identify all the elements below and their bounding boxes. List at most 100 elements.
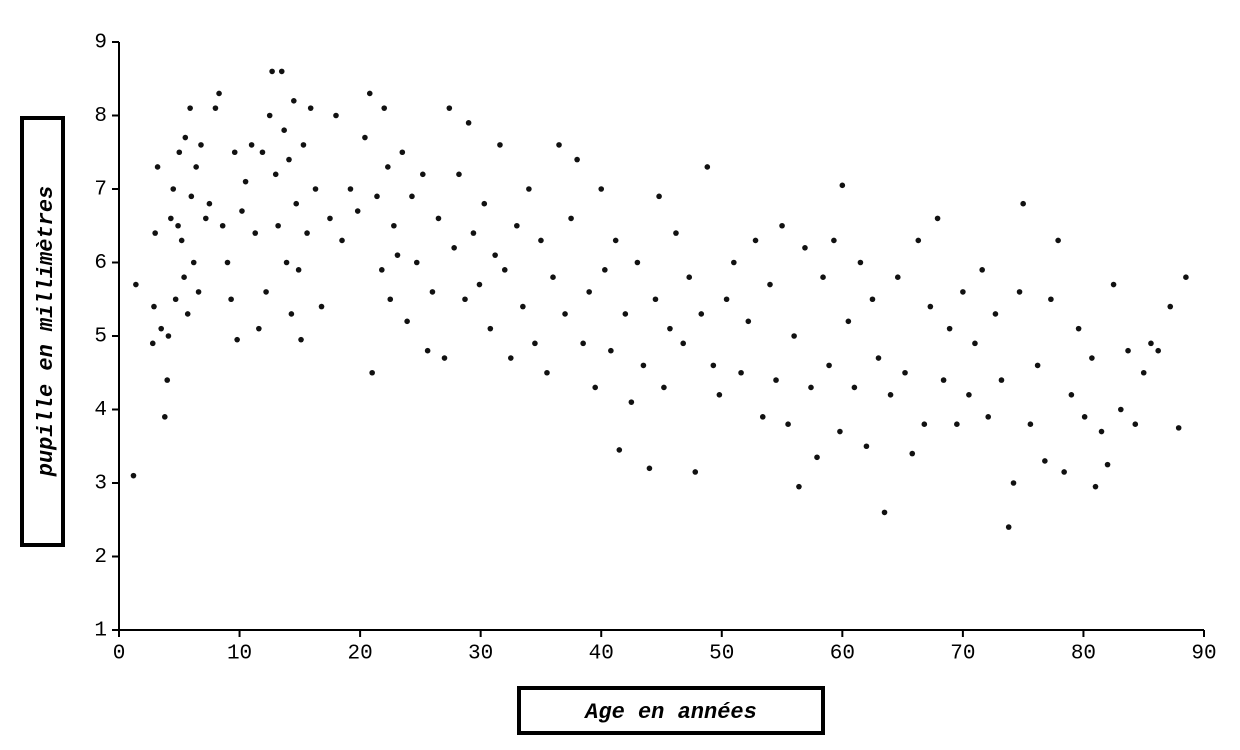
point xyxy=(379,267,385,273)
x-tick-label: 20 xyxy=(348,643,373,666)
y-tick-label: 7 xyxy=(94,179,107,202)
point xyxy=(288,311,295,317)
point xyxy=(785,421,791,428)
point xyxy=(1027,421,1034,428)
point xyxy=(1140,369,1147,376)
y-tick-label: 3 xyxy=(94,473,107,496)
x-tick-label: 50 xyxy=(709,643,734,666)
point xyxy=(263,289,269,295)
point xyxy=(1092,483,1099,490)
point xyxy=(514,222,520,229)
point xyxy=(731,259,737,266)
point xyxy=(550,274,556,281)
point xyxy=(203,215,209,222)
point xyxy=(307,105,314,111)
point xyxy=(435,215,442,222)
point xyxy=(979,267,985,273)
point xyxy=(526,186,532,192)
point xyxy=(275,222,281,229)
point xyxy=(456,171,462,178)
point xyxy=(298,336,304,343)
point xyxy=(808,384,814,391)
point xyxy=(1005,524,1012,530)
point xyxy=(532,340,538,347)
point xyxy=(354,208,361,214)
point xyxy=(562,311,568,317)
x-tick-label: 40 xyxy=(589,643,614,666)
point xyxy=(652,296,659,303)
x-tick-label: 10 xyxy=(227,643,252,666)
point xyxy=(184,311,191,317)
point xyxy=(998,377,1005,383)
point xyxy=(451,245,457,251)
point xyxy=(1020,200,1026,207)
point xyxy=(580,340,586,347)
point xyxy=(193,164,199,170)
point xyxy=(481,200,488,207)
point xyxy=(1148,340,1154,347)
point xyxy=(176,149,183,156)
y-tick-label: 6 xyxy=(94,252,107,275)
point xyxy=(224,259,231,266)
point xyxy=(851,384,858,391)
point xyxy=(462,296,468,303)
point xyxy=(347,186,354,192)
point xyxy=(476,281,483,288)
point xyxy=(869,296,876,303)
point xyxy=(857,259,864,266)
point xyxy=(133,281,139,288)
point xyxy=(178,237,185,244)
point xyxy=(598,186,605,192)
point xyxy=(170,186,177,192)
x-tick-label: 0 xyxy=(113,643,126,666)
point xyxy=(1081,414,1088,420)
point xyxy=(283,259,290,266)
point xyxy=(759,414,766,420)
point xyxy=(773,377,779,383)
point xyxy=(837,428,843,435)
point xyxy=(954,421,960,428)
point xyxy=(839,182,846,189)
point xyxy=(424,347,431,354)
point xyxy=(394,252,401,258)
point xyxy=(656,193,662,200)
point xyxy=(399,149,406,156)
point xyxy=(972,340,978,347)
point xyxy=(887,392,894,398)
point xyxy=(501,267,508,273)
point xyxy=(616,447,623,453)
x-tick-label: 80 xyxy=(1071,643,1096,666)
point xyxy=(544,369,550,376)
point xyxy=(831,237,837,244)
point xyxy=(661,384,667,391)
x-label-box xyxy=(517,686,825,735)
point xyxy=(318,303,325,310)
y-tick-label: 5 xyxy=(94,326,107,349)
x-tick-label: 90 xyxy=(1191,643,1216,666)
point xyxy=(181,274,187,281)
point xyxy=(429,289,436,295)
point xyxy=(198,142,204,148)
point xyxy=(404,318,410,325)
point xyxy=(256,325,262,332)
point xyxy=(219,222,226,229)
point xyxy=(212,105,219,111)
point xyxy=(966,392,972,398)
point xyxy=(385,164,391,170)
point xyxy=(304,230,310,236)
point xyxy=(293,200,300,207)
y-axis-label: pupille en millimètres xyxy=(34,186,59,477)
point xyxy=(1104,461,1111,468)
point xyxy=(875,355,882,361)
point xyxy=(272,171,279,178)
point xyxy=(946,325,953,332)
x-tick-label: 60 xyxy=(830,643,855,666)
point xyxy=(175,222,181,229)
point xyxy=(992,311,999,317)
y-tick-label: 8 xyxy=(94,105,107,128)
point xyxy=(234,336,240,343)
point xyxy=(266,112,273,119)
point xyxy=(1089,355,1095,361)
point xyxy=(556,142,562,148)
point xyxy=(231,149,238,156)
